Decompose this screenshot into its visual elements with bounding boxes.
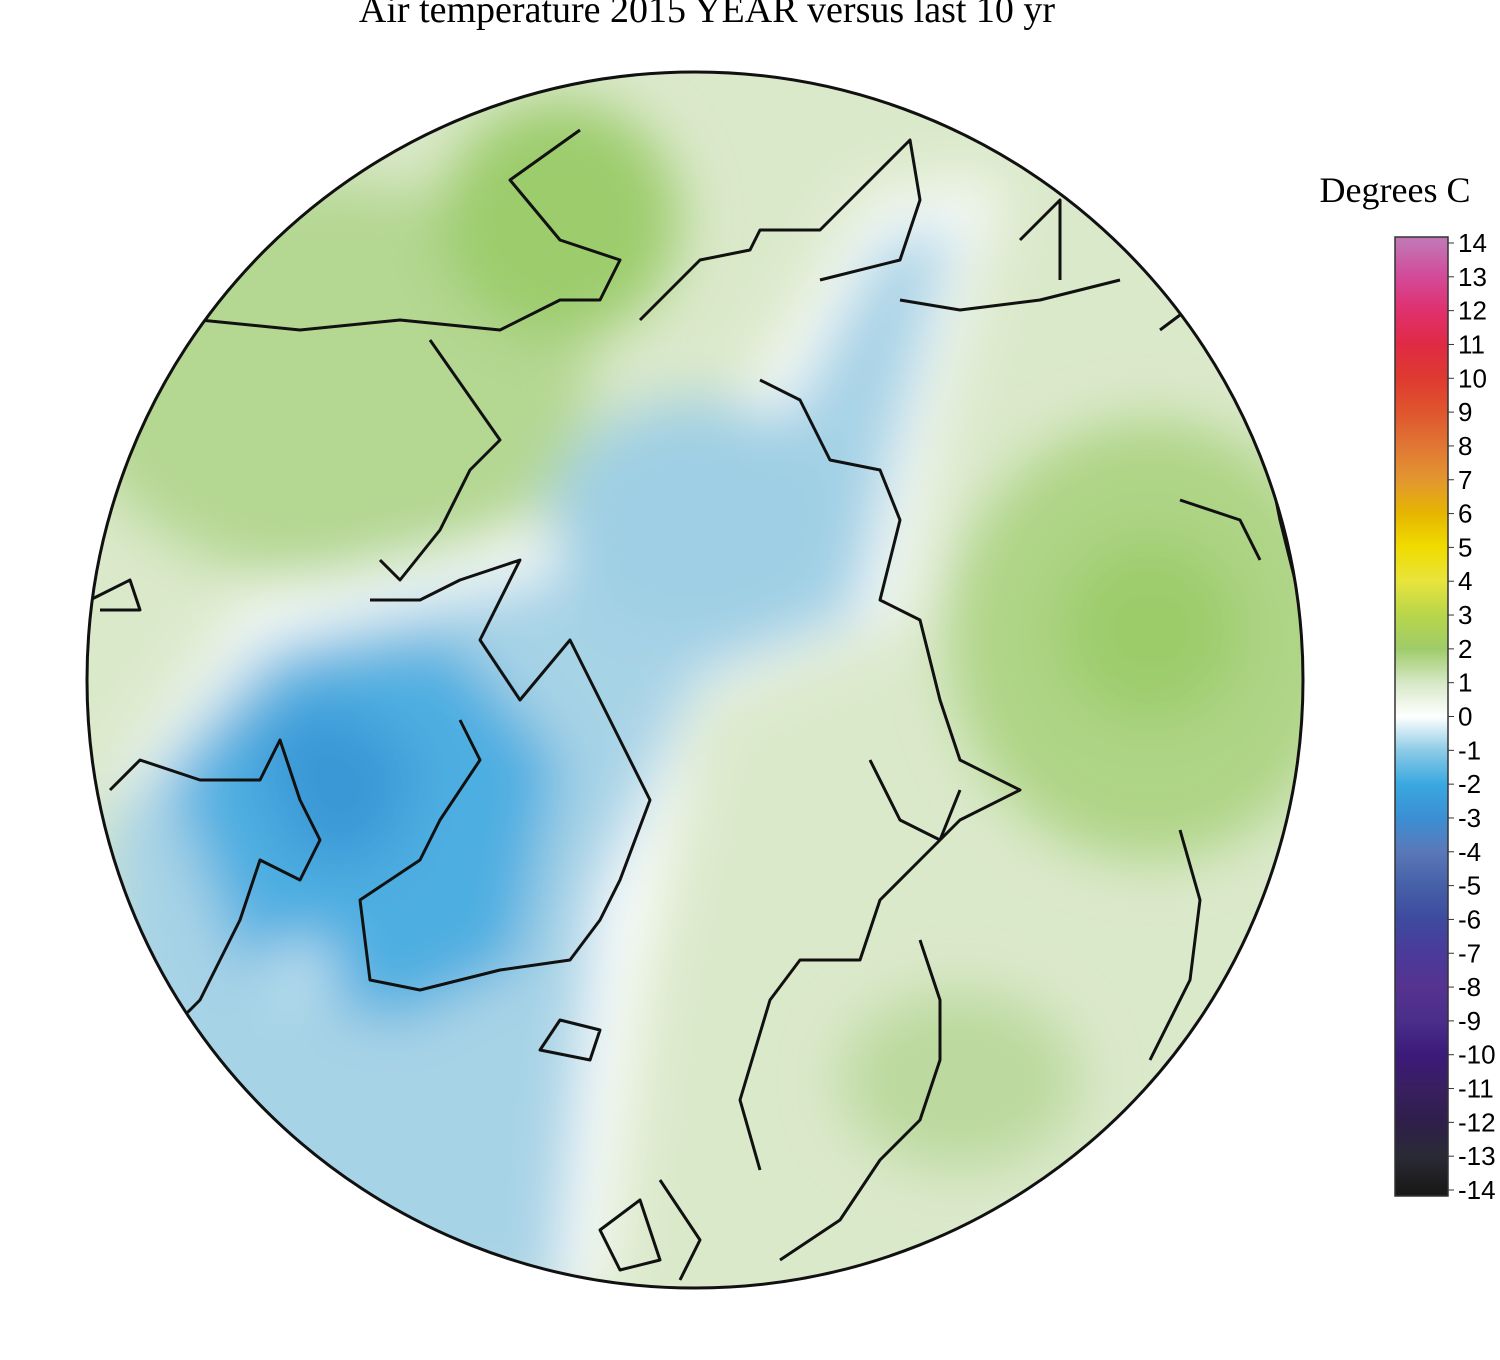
colorbar-tick-label: -13 xyxy=(1458,1141,1496,1171)
colorbar-tick-label: 8 xyxy=(1458,431,1472,461)
colorbar-tick-label: 10 xyxy=(1458,363,1487,393)
colorbar-tick-label: 13 xyxy=(1458,262,1487,292)
colorbar-tick-label: -5 xyxy=(1458,871,1481,901)
colorbar-tick-label: -8 xyxy=(1458,972,1481,1002)
colorbar-tick-label: 11 xyxy=(1458,329,1485,359)
colorbar-ticks: 14131211109876543210-1-2-3-4-5-6-7-8-9-1… xyxy=(1448,228,1496,1205)
title: Air temperature 2015 YEAR versus last 10… xyxy=(359,0,1055,31)
map xyxy=(87,72,1303,1288)
colorbar-tick-label: 1 xyxy=(1458,668,1472,698)
colorbar-tick-label: -12 xyxy=(1458,1107,1496,1137)
colorbar-tick-label: 6 xyxy=(1458,499,1472,529)
colorbar xyxy=(1394,236,1449,1197)
colorbar-tick-label: -10 xyxy=(1458,1040,1496,1070)
colorbar-tick-label: -1 xyxy=(1458,735,1481,765)
colorbar-tick-label: -7 xyxy=(1458,938,1481,968)
colorbar-tick-label: 5 xyxy=(1458,532,1472,562)
colorbar-tick-label: 9 xyxy=(1458,397,1472,427)
colorbar-tick-label: -11 xyxy=(1458,1074,1494,1104)
colorbar-tick-label: -6 xyxy=(1458,904,1481,934)
colorbar-tick-label: 0 xyxy=(1458,702,1472,732)
colorbar-tick-label: 12 xyxy=(1458,296,1487,326)
colorbar-tick-label: 3 xyxy=(1458,600,1472,630)
colorbar-tick-label: 7 xyxy=(1458,465,1472,495)
colorbar-tick-label: -3 xyxy=(1458,803,1481,833)
colorbar-tick-label: 14 xyxy=(1458,228,1487,258)
colorbar-tick-label: -14 xyxy=(1458,1175,1496,1205)
colorbar-tick-label: -9 xyxy=(1458,1006,1481,1036)
colorbar-tick-label: -4 xyxy=(1458,837,1481,867)
colorbar-tick-label: 2 xyxy=(1458,634,1472,664)
map-border xyxy=(85,70,1305,1290)
colorbar-tick-label: 4 xyxy=(1458,566,1472,596)
colorbar-label: Degrees C xyxy=(1320,170,1471,210)
colorbar-tick-label: -2 xyxy=(1458,769,1481,799)
